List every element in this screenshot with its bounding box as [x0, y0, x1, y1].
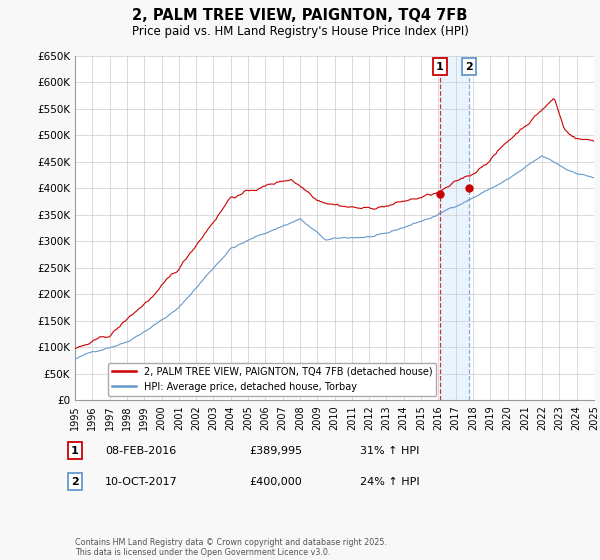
- Text: £389,995: £389,995: [249, 446, 302, 456]
- Text: 1: 1: [71, 446, 79, 456]
- Text: 2: 2: [465, 62, 472, 72]
- Text: 31% ↑ HPI: 31% ↑ HPI: [360, 446, 419, 456]
- Text: 24% ↑ HPI: 24% ↑ HPI: [360, 477, 419, 487]
- Text: 10-OCT-2017: 10-OCT-2017: [105, 477, 178, 487]
- Legend: 2, PALM TREE VIEW, PAIGNTON, TQ4 7FB (detached house), HPI: Average price, detac: 2, PALM TREE VIEW, PAIGNTON, TQ4 7FB (de…: [108, 363, 436, 395]
- Text: 1: 1: [436, 62, 443, 72]
- Text: 08-FEB-2016: 08-FEB-2016: [105, 446, 176, 456]
- Text: Contains HM Land Registry data © Crown copyright and database right 2025.
This d: Contains HM Land Registry data © Crown c…: [75, 538, 387, 557]
- Text: 2: 2: [71, 477, 79, 487]
- Text: £400,000: £400,000: [249, 477, 302, 487]
- Bar: [440, 56, 469, 400]
- Text: Price paid vs. HM Land Registry's House Price Index (HPI): Price paid vs. HM Land Registry's House …: [131, 25, 469, 38]
- Text: 2, PALM TREE VIEW, PAIGNTON, TQ4 7FB: 2, PALM TREE VIEW, PAIGNTON, TQ4 7FB: [133, 8, 467, 24]
